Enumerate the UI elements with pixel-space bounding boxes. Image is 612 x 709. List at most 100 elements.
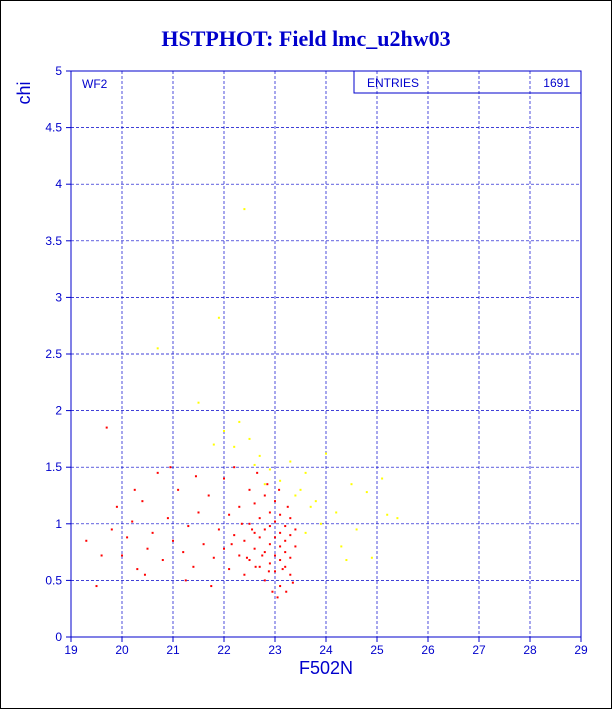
point — [133, 488, 136, 491]
point — [284, 551, 287, 554]
point — [268, 525, 271, 528]
point — [268, 562, 271, 565]
point — [279, 513, 282, 516]
point — [258, 454, 261, 457]
point — [151, 531, 154, 534]
point — [243, 208, 246, 211]
y-tick-label: 1.5 — [45, 460, 62, 474]
point — [279, 545, 282, 548]
point — [319, 522, 322, 525]
point — [285, 590, 288, 593]
annotation: WF2 — [82, 77, 108, 91]
chart-title: HSTPHOT: Field lmc_u2hw03 — [161, 26, 450, 51]
point — [274, 500, 276, 503]
point — [294, 494, 297, 497]
point — [365, 491, 368, 494]
point — [258, 536, 261, 539]
point — [251, 528, 254, 531]
y-tick-label: 0.5 — [45, 573, 62, 587]
point — [289, 460, 292, 463]
point — [268, 543, 271, 546]
x-tick-label: 23 — [268, 643, 282, 657]
point — [146, 547, 149, 550]
point — [197, 401, 200, 404]
point — [121, 554, 123, 557]
stats-value: 1691 — [543, 76, 570, 90]
point — [289, 573, 292, 576]
point — [350, 483, 353, 486]
point — [274, 536, 276, 539]
x-tick-label: 29 — [574, 643, 588, 657]
point — [217, 316, 220, 319]
point — [253, 463, 256, 466]
x-tick-label: 20 — [115, 643, 129, 657]
point — [304, 471, 307, 474]
point — [278, 488, 281, 491]
point — [309, 505, 312, 508]
point — [258, 565, 261, 568]
point — [223, 477, 225, 480]
y-tick-label: 3.5 — [45, 234, 62, 248]
point — [268, 468, 271, 471]
point — [256, 471, 259, 474]
x-tick-label: 26 — [421, 643, 435, 657]
point — [143, 573, 146, 576]
point — [243, 573, 246, 576]
point — [202, 543, 205, 546]
point — [294, 528, 297, 531]
point — [100, 554, 103, 557]
point — [110, 528, 113, 531]
point — [289, 534, 292, 537]
y-tick-label: 4.5 — [45, 121, 62, 135]
point — [279, 559, 282, 562]
point — [233, 466, 236, 469]
point — [172, 539, 174, 542]
point — [261, 554, 264, 557]
point — [192, 565, 195, 568]
point — [263, 483, 266, 486]
grid-layer: 19 20 21 22 23 24 25 26 27 28 29 0 0.5 1 1.5 2 2.5 3 3.5 4 4… — [45, 64, 588, 657]
point — [85, 539, 88, 542]
point — [95, 585, 98, 588]
point — [299, 488, 302, 491]
point — [156, 347, 159, 350]
y-tick-label: 1 — [55, 517, 62, 531]
point — [281, 568, 284, 571]
point — [248, 522, 251, 525]
point — [212, 443, 215, 446]
point — [289, 556, 292, 559]
x-tick-label: 21 — [166, 643, 180, 657]
point — [304, 531, 307, 534]
point — [161, 559, 164, 562]
point — [115, 505, 118, 508]
point — [197, 511, 200, 514]
y-tick-label: 0 — [55, 630, 62, 644]
point — [345, 559, 348, 562]
point — [335, 511, 338, 514]
y-tick-label: 5 — [55, 64, 62, 78]
point — [274, 554, 276, 557]
x-tick-label: 28 — [523, 643, 537, 657]
point — [253, 531, 256, 534]
point — [381, 477, 384, 480]
y-axis-label: chi — [14, 81, 34, 104]
point — [141, 500, 144, 503]
point — [248, 559, 251, 562]
point — [279, 585, 282, 588]
point — [248, 488, 251, 491]
point — [238, 505, 241, 508]
point — [233, 534, 236, 537]
point — [289, 517, 292, 520]
point — [263, 551, 266, 554]
y-tick-label: 4 — [55, 177, 62, 191]
point — [166, 517, 169, 520]
point — [325, 452, 327, 455]
y-tick-label: 3 — [55, 290, 62, 304]
point — [184, 579, 187, 582]
point — [238, 420, 241, 423]
point — [286, 505, 289, 508]
x-tick-label: 22 — [217, 643, 231, 657]
point — [238, 554, 241, 557]
point — [245, 556, 248, 559]
